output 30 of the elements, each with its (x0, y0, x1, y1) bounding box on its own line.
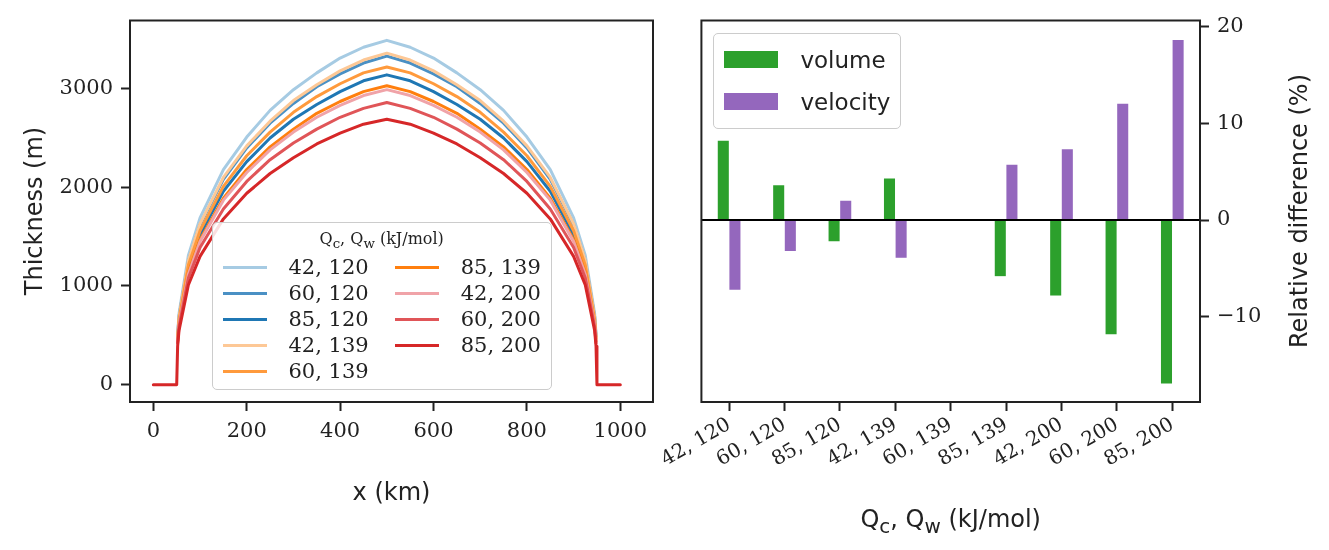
x-tick-label: 400 (320, 418, 361, 443)
x-tick-label: 1000 (593, 418, 648, 443)
x-axis-title: Q$_{c}$, Q$_{w}$ (kJ/mol) (860, 505, 1041, 538)
x-tick-label: 600 (413, 418, 454, 443)
x-tick-label: 0 (146, 418, 161, 443)
y-tick-label: 0 (99, 371, 113, 396)
y2-axis-title: Relative difference (%) (1285, 74, 1313, 349)
y2-tick-label: 10 (1217, 109, 1244, 134)
x-axis-title: x (km) (352, 478, 431, 506)
legend-label: 42, 120 (288, 255, 369, 280)
legend-label: 42, 200 (460, 281, 541, 306)
legend-label: 60, 120 (288, 281, 369, 306)
x-tick-label: 200 (226, 418, 267, 443)
legend-label: 42, 139 (288, 333, 369, 358)
legend-label: volume (800, 45, 886, 75)
y2-tick-label: 20 (1217, 12, 1244, 37)
legend-label: 85, 200 (460, 333, 541, 358)
legend-label: 60, 139 (288, 359, 369, 384)
legend-label: 60, 200 (460, 307, 541, 332)
y2-tick-label: −10 (1217, 303, 1262, 328)
y-tick-label: 2000 (59, 173, 113, 198)
y2-tick-label: 0 (1217, 206, 1231, 231)
legend-label: velocity (800, 87, 891, 117)
legend-label: 85, 139 (460, 255, 541, 280)
y-tick-label: 1000 (59, 272, 113, 297)
legend-label: 85, 120 (288, 307, 369, 332)
x-tick-label: 800 (506, 418, 547, 443)
legend-title: Q$_{c}$, Q$_{w}$ (kJ/mol) (318, 229, 445, 252)
y-axis-title: Thickness (m) (20, 127, 48, 296)
y-tick-label: 3000 (59, 75, 113, 100)
